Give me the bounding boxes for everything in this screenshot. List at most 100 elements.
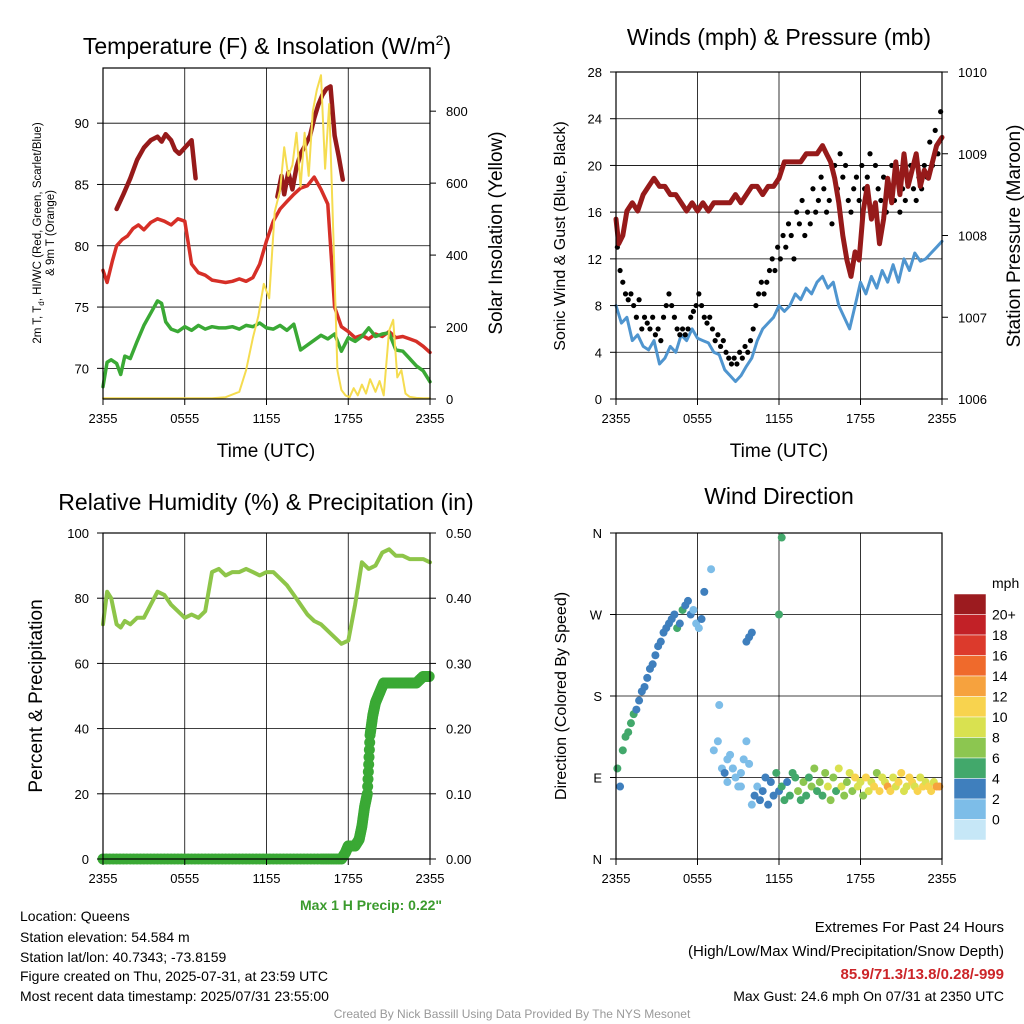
direction-point [772,768,781,777]
insolation-y-tick-label: 200 [446,320,468,335]
gust-point [674,326,680,332]
direction-point [886,787,895,796]
direction-point [842,778,851,787]
gust-point [739,355,745,361]
insolation-y-tick-label: 400 [446,248,468,263]
precip-y-tick-label: 0.00 [446,852,471,867]
legend-label: 4 [992,771,1000,787]
humidity-y-tick-label: 40 [75,722,89,737]
winds-y-tick-label: 0 [595,392,602,407]
gust-point [859,162,865,169]
temp-x-tick-label: 0555 [170,411,199,426]
humidity-chart-title: Relative Humidity (%) & Precipitation (i… [58,489,473,515]
precip-y-tick-label: 0.20 [446,722,471,737]
temp-y-tick-label: 80 [75,239,89,254]
hiwc-series-segment [275,84,346,199]
direction-point [826,796,835,805]
gust-point [728,361,735,367]
wind-direction-panel: Wind Direction 2355 0555 1155 1755 2355NESWN… [553,483,1019,886]
gust-point [921,162,927,169]
legend-label: 6 [992,750,1000,766]
gust-point [620,279,626,285]
direction-point [872,768,881,777]
precip-y-tick-label: 0.30 [446,656,471,671]
direction-point [747,800,756,809]
gust-point [851,186,857,192]
gust-point [791,256,797,262]
gust-point [644,320,650,326]
direction-x-tick-label: 2355 [928,871,957,886]
direction-point [902,782,911,791]
winds-x-axis-label: Time (UTC) [730,441,829,462]
gust-point [731,355,737,361]
gust-point [848,209,854,215]
direction-point [709,746,718,755]
gust-point [628,291,634,297]
direction-y-tick-label: N [593,852,602,867]
direction-point [764,800,773,809]
legend-label: 12 [992,689,1008,705]
gust-point [867,151,873,157]
direction-x-tick-label: 0555 [683,871,712,886]
extremes-values: 85.9/71.3/13.8/0.28/-999 [840,966,1004,983]
credit-text: Created By Nick Bassill Using Data Provi… [333,1007,691,1021]
gust-point [685,326,691,332]
gust-point [677,332,683,338]
gust-point [788,232,794,239]
gust-point [764,279,770,285]
humidity-series [101,547,432,646]
gust-point [826,197,832,204]
direction-point [780,796,789,805]
gust-point [622,291,629,297]
gust-point [821,186,827,192]
pressure-y-tick-label: 1008 [958,229,987,244]
direction-point [747,628,756,637]
latlon-text: Station lat/lon: 40.7343; -73.8159 [20,949,227,965]
direction-point [715,701,724,710]
gust-point [636,297,642,303]
wind-direction-chart-title: Wind Direction [704,483,854,509]
direction-y-tick-label: E [593,771,602,786]
gust-point [910,186,917,192]
gust-point [878,197,884,204]
direction-point [859,791,868,800]
extremes-subtitle: (High/Low/Max Wind/Precipitation/Snow De… [688,943,1004,960]
gust-point [902,197,908,204]
direction-point [651,651,660,660]
legend-label: 18 [992,627,1008,643]
direction-point [713,737,722,746]
direction-point [856,778,865,787]
gust-point [658,338,664,344]
direction-point [648,660,657,669]
humidity-panel: Relative Humidity (%) & Precipitation (i… [26,489,474,886]
gust-point [794,209,800,215]
winds-y-tick-label: 8 [595,299,602,314]
gust-point [679,326,686,332]
direction-point [728,764,737,773]
legend-label: 16 [992,648,1008,664]
winds-y-tick-label: 16 [588,205,602,220]
gust-point [780,232,786,239]
humidity-y-tick-label: 100 [67,526,89,541]
legend-label: 10 [992,709,1008,725]
direction-point [807,782,816,791]
legend-label: 2 [992,791,1000,807]
direction-point [777,533,786,542]
gust-point [671,314,678,320]
legend-label: 8 [992,730,1000,746]
gust-point [666,291,672,297]
figure-created-text: Figure created on Thu, 2025-07-31, at 23… [20,968,328,984]
gust-point [837,151,843,157]
direction-point [823,782,832,791]
gust-point [650,314,656,320]
direction-point [785,791,794,800]
direction-point [707,565,716,574]
direction-point [802,791,811,800]
direction-point [875,787,884,796]
gust-point [698,302,705,309]
winds-y-tick-label: 20 [588,158,602,173]
gust-point [802,232,808,239]
direction-point [815,778,824,787]
gust-point [864,174,870,180]
